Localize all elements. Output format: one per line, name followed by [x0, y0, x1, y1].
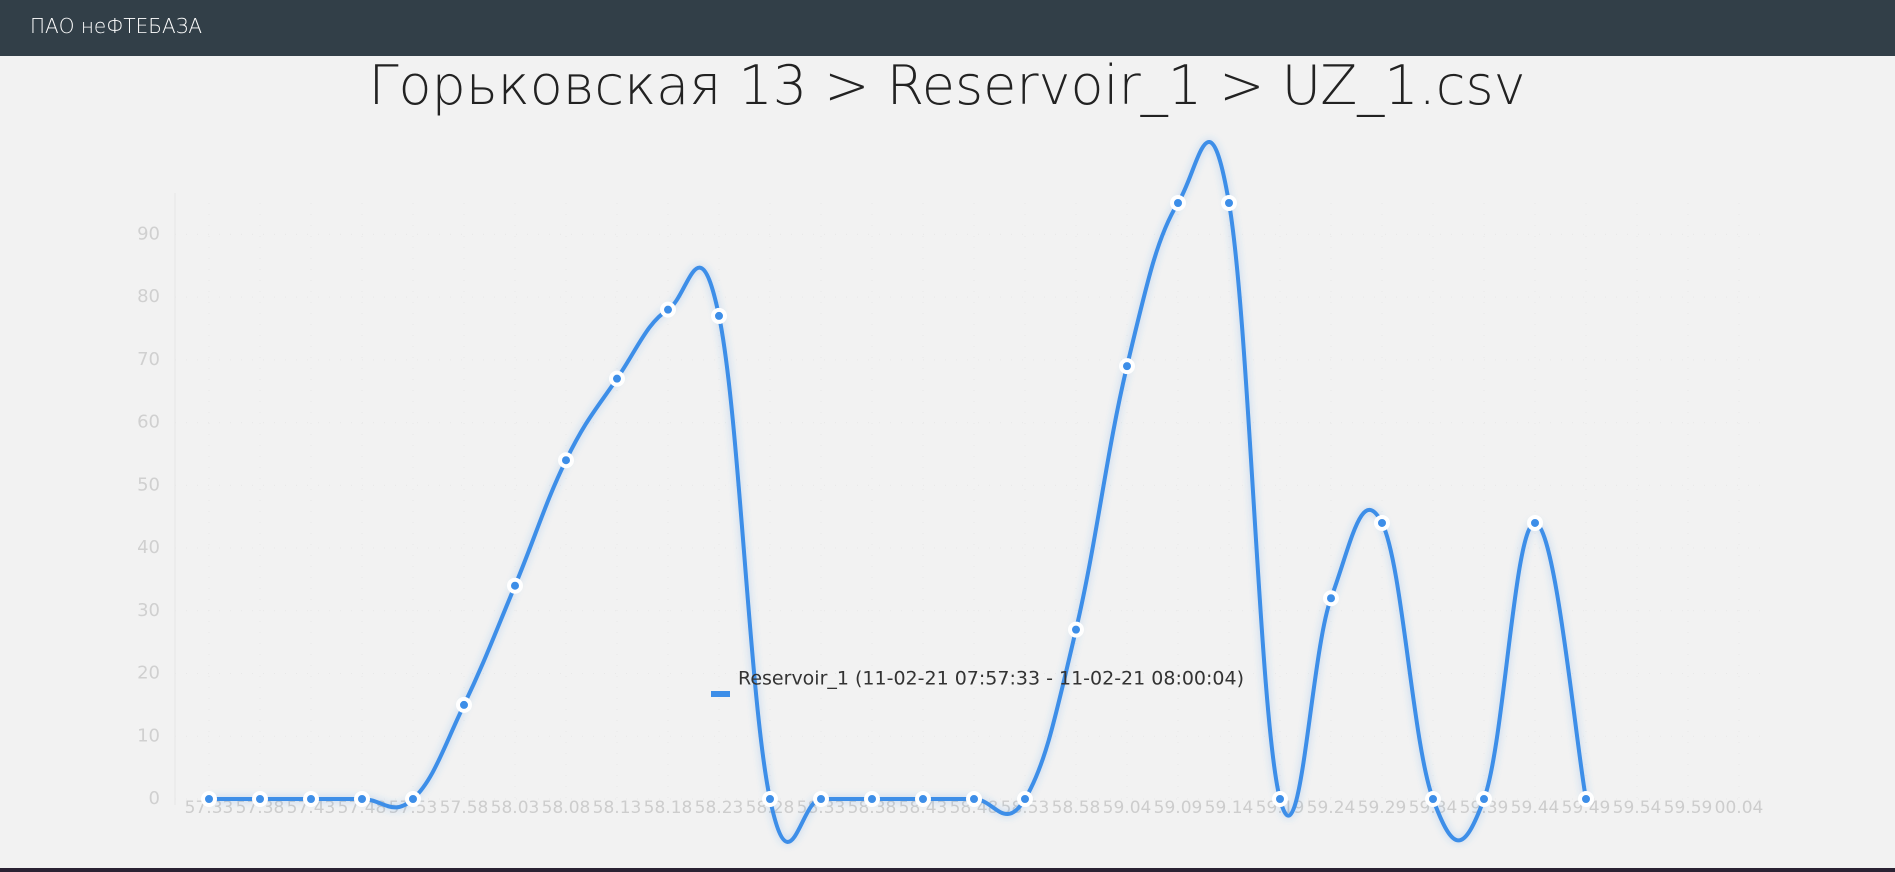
- x-tick-label: 58.08: [542, 798, 591, 818]
- x-tick-label: 59.49: [1562, 798, 1611, 818]
- x-tick-label: 57.33: [185, 798, 234, 818]
- data-point: [405, 791, 421, 807]
- data-point: [252, 791, 268, 807]
- y-tick-label: 80: [137, 286, 160, 307]
- data-point: [558, 452, 574, 469]
- data-point: [1374, 514, 1390, 531]
- data-point: [1119, 358, 1135, 375]
- x-tick-label: 59.34: [1409, 798, 1458, 818]
- data-point: [1527, 514, 1543, 531]
- x-tick-label: 57.53: [389, 798, 438, 818]
- y-tick-label: 10: [137, 725, 160, 746]
- x-tick-label: 59.14: [1205, 798, 1254, 818]
- footer-bar: [0, 868, 1895, 872]
- x-tick-label: 58.58: [1052, 798, 1101, 818]
- header: ПАО неФТЕБАЗА: [0, 0, 1895, 56]
- data-point: [1170, 195, 1186, 211]
- x-tick-label: 59.39: [1460, 798, 1509, 818]
- data-point: [507, 577, 523, 594]
- x-tick-label: 57.58: [440, 798, 489, 818]
- y-tick-label: 70: [137, 349, 160, 370]
- x-tick-label: 58.23: [695, 798, 744, 818]
- data-point: [864, 791, 880, 807]
- x-tick-label: 59.29: [1358, 798, 1407, 818]
- x-tick-label: 57.43: [287, 798, 336, 818]
- data-point: [303, 791, 319, 807]
- y-tick-label: 20: [137, 663, 160, 684]
- x-tick-label: 59.09: [1154, 798, 1203, 818]
- x-tick-label: 57.38: [236, 798, 285, 818]
- y-tick-label: 40: [137, 537, 160, 558]
- x-tick-label: 58.18: [644, 798, 693, 818]
- data-point: [1017, 791, 1033, 807]
- data-point: [1476, 791, 1492, 807]
- data-point: [1221, 195, 1237, 211]
- y-tick-label: 60: [137, 412, 160, 433]
- data-point: [711, 307, 727, 324]
- data-point: [354, 791, 370, 807]
- chart-title: Горьковская 13 > Reservoir_1 > UZ_1.csv: [368, 56, 1525, 117]
- x-tick-label: 59.04: [1103, 798, 1152, 818]
- series-line: [209, 140, 1588, 844]
- x-tick-label: 58.13: [593, 798, 642, 818]
- data-point: [456, 696, 472, 713]
- y-tick-label: 50: [137, 474, 160, 495]
- data-point: [762, 791, 778, 807]
- data-point: [813, 791, 829, 807]
- x-tick-label: 59.59: [1664, 798, 1713, 818]
- data-point: [609, 370, 625, 387]
- x-tick-label: 58.38: [848, 798, 897, 818]
- x-tick-label: 58.43: [899, 798, 948, 818]
- chart: Горьковская 13 > Reservoir_1 > UZ_1.csv …: [137, 56, 1764, 844]
- legend-label: Reservoir_1 (11-02-21 07:57:33 - 11-02-2…: [738, 668, 1244, 690]
- data-point: [1578, 791, 1594, 807]
- x-tick-label: 59.54: [1613, 798, 1662, 818]
- data-point: [915, 791, 931, 807]
- x-tick-label: 58.03: [491, 798, 540, 818]
- y-tick-label: 30: [137, 600, 160, 621]
- data-point: [1272, 791, 1288, 807]
- x-tick-label: 00.04: [1715, 798, 1764, 818]
- legend-swatch: [711, 691, 730, 697]
- data-point: [1323, 590, 1339, 607]
- x-tick-label: 59.24: [1307, 798, 1356, 818]
- data-point: [966, 791, 982, 807]
- x-tick-label: 59.44: [1511, 798, 1560, 818]
- y-tick-label: 0: [149, 788, 160, 809]
- data-point: [1068, 621, 1084, 638]
- data-point: [1425, 791, 1441, 807]
- data-point: [201, 791, 217, 807]
- brand[interactable]: ПАО неФТЕБАЗА: [30, 14, 203, 38]
- data-point: [660, 301, 676, 318]
- y-tick-label: 90: [137, 223, 160, 244]
